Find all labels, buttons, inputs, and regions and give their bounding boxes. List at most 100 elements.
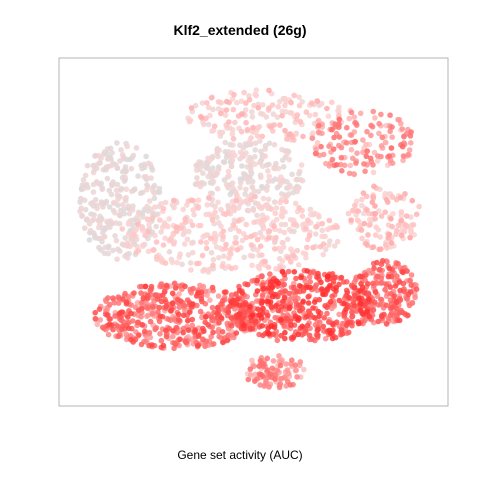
data-point	[139, 189, 146, 196]
data-point	[293, 275, 299, 282]
data-point	[378, 296, 385, 303]
data-point	[298, 274, 304, 281]
data-point	[388, 216, 394, 222]
data-point	[294, 247, 301, 254]
data-point	[144, 313, 150, 319]
data-point	[138, 314, 144, 320]
data-point	[103, 164, 110, 170]
data-point	[190, 285, 196, 292]
data-point	[218, 110, 224, 117]
data-point	[377, 234, 384, 240]
data-point	[276, 384, 283, 391]
data-point	[338, 154, 345, 161]
data-point	[108, 191, 115, 198]
data-point	[112, 233, 118, 239]
data-point	[197, 222, 204, 229]
data-point	[187, 260, 194, 266]
data-point	[148, 175, 154, 181]
data-point	[320, 291, 326, 298]
data-point	[334, 224, 341, 230]
data-point	[330, 146, 337, 152]
data-point	[300, 250, 307, 256]
data-point	[291, 92, 298, 99]
data-point	[378, 280, 385, 286]
data-point	[331, 274, 338, 281]
data-point	[248, 372, 254, 378]
data-point	[293, 176, 300, 183]
data-point	[208, 333, 214, 340]
data-point	[345, 210, 352, 217]
data-point	[286, 290, 293, 297]
data-point	[105, 250, 112, 257]
data-point	[245, 376, 252, 383]
data-point	[157, 331, 163, 337]
data-point	[207, 235, 214, 242]
data-point	[142, 283, 149, 290]
data-point	[149, 304, 156, 310]
data-point	[80, 177, 87, 183]
data-point	[294, 288, 300, 295]
data-point	[145, 229, 152, 235]
data-point	[300, 298, 307, 305]
data-point	[398, 209, 405, 215]
data-point	[367, 216, 373, 223]
data-point	[332, 121, 339, 127]
data-point	[214, 314, 220, 321]
data-point	[267, 271, 273, 277]
data-point	[135, 173, 141, 179]
data-point	[362, 317, 368, 324]
data-point	[252, 371, 259, 378]
data-point	[374, 259, 380, 266]
data-point	[281, 281, 288, 288]
data-point	[279, 113, 285, 119]
data-point	[248, 164, 254, 171]
data-point	[280, 240, 286, 246]
data-point	[98, 201, 105, 207]
data-point	[122, 174, 128, 180]
data-point	[229, 126, 236, 133]
data-point	[239, 237, 246, 244]
data-point	[203, 239, 210, 246]
data-point	[322, 246, 329, 253]
data-point	[370, 169, 377, 176]
data-point	[266, 105, 272, 111]
data-point	[245, 281, 251, 288]
data-point	[295, 262, 302, 268]
data-point	[171, 280, 178, 287]
data-point	[241, 89, 247, 96]
data-point	[249, 178, 256, 185]
data-point	[340, 330, 346, 337]
data-point	[215, 293, 222, 299]
data-point	[274, 337, 281, 344]
data-point	[112, 313, 118, 319]
data-point	[360, 149, 366, 156]
data-point	[321, 315, 328, 321]
data-point	[278, 174, 284, 180]
data-point	[207, 297, 213, 303]
data-point	[356, 295, 362, 302]
data-point	[135, 307, 142, 314]
data-point	[300, 133, 306, 140]
data-point	[228, 292, 235, 299]
data-point	[153, 239, 160, 245]
data-point	[197, 282, 203, 289]
data-point	[299, 305, 306, 312]
data-point	[235, 218, 242, 224]
data-point	[395, 222, 402, 229]
data-point	[133, 145, 140, 151]
data-point	[227, 191, 233, 198]
data-point	[274, 216, 280, 223]
data-point	[272, 314, 279, 321]
data-point	[258, 148, 264, 155]
data-point	[162, 327, 169, 334]
data-point	[207, 190, 214, 196]
data-point	[272, 376, 278, 382]
data-point	[383, 302, 390, 309]
data-point	[163, 299, 169, 305]
data-point	[368, 122, 374, 129]
data-point	[391, 293, 397, 300]
data-point	[387, 128, 393, 135]
data-point	[372, 289, 379, 295]
data-point	[260, 305, 266, 312]
data-point	[324, 105, 330, 112]
